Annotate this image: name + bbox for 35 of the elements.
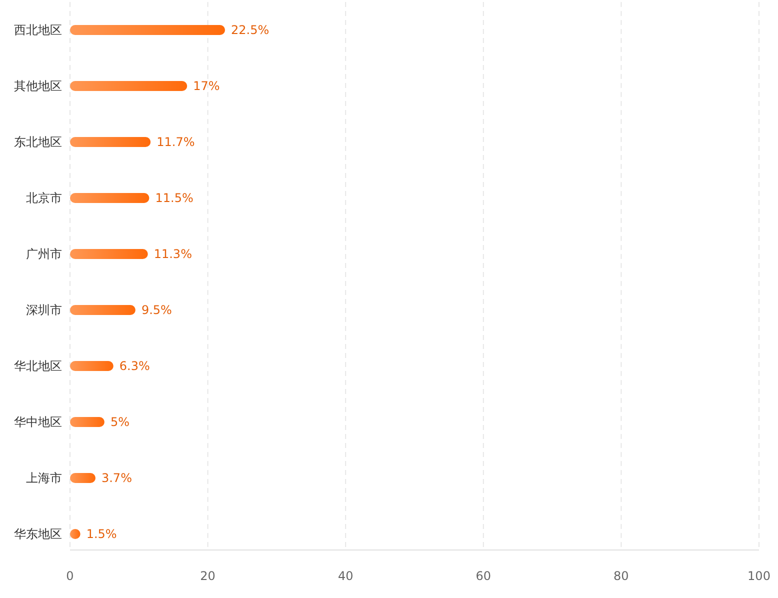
data-label: 3.7% xyxy=(101,471,132,486)
x-tick-label: 0 xyxy=(66,569,74,584)
bar xyxy=(70,193,150,203)
y-tick-label: 华东地区 xyxy=(14,527,62,542)
data-label: 11.3% xyxy=(154,247,192,262)
x-tick-label: 80 xyxy=(614,569,629,584)
data-label: 1.5% xyxy=(86,527,117,542)
bar xyxy=(70,361,114,371)
bar xyxy=(70,25,226,35)
y-tick-label: 北京市 xyxy=(26,191,62,206)
y-tick-label: 其他地区 xyxy=(14,79,62,94)
y-tick-label: 广州市 xyxy=(26,247,62,262)
data-label: 22.5% xyxy=(231,23,270,38)
bar xyxy=(70,417,104,427)
data-label: 5% xyxy=(110,415,130,430)
bar xyxy=(70,81,188,91)
data-label: 11.5% xyxy=(155,191,194,206)
y-tick-label: 上海市 xyxy=(26,471,62,486)
data-label: 11.7% xyxy=(156,135,195,150)
y-tick-label: 西北地区 xyxy=(14,23,62,38)
bar xyxy=(70,249,148,259)
y-tick-label: 深圳市 xyxy=(26,303,62,318)
x-tick-label: 40 xyxy=(338,569,354,584)
bar xyxy=(70,473,96,483)
bar xyxy=(70,137,151,147)
data-label: 9.5% xyxy=(141,303,172,318)
bar xyxy=(70,305,136,315)
x-tick-label: 20 xyxy=(200,569,216,584)
data-label: 6.3% xyxy=(119,359,150,374)
y-tick-label: 东北地区 xyxy=(14,135,62,150)
y-tick-label: 华北地区 xyxy=(14,359,62,374)
data-label: 17% xyxy=(193,79,220,94)
y-tick-label: 华中地区 xyxy=(14,415,62,430)
x-tick-label: 100 xyxy=(748,569,770,584)
x-tick-label: 60 xyxy=(476,569,492,584)
